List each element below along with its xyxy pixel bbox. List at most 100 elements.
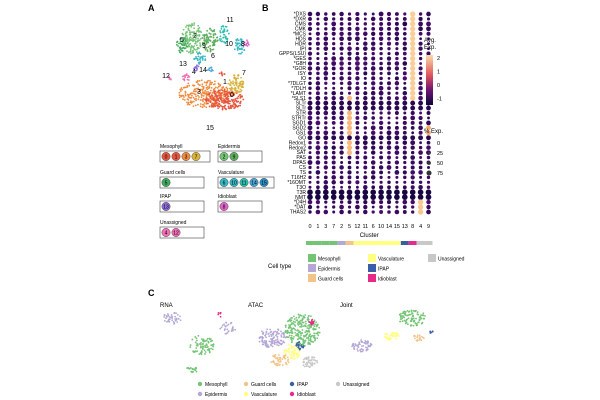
cell-point [185,31,188,34]
dot-6-9 [427,42,430,46]
cluster-label-15: 15 [206,125,214,132]
cell-point [176,313,179,316]
dot-30-10 [379,161,383,164]
dot-32-15 [394,170,400,175]
cell-point [318,331,321,334]
cell-point [215,91,218,94]
dot-37-6 [370,194,377,200]
cell-point [306,319,309,321]
cell-point [183,99,186,101]
group-dot-label-6: 6 [223,180,226,186]
dot-29-11 [363,155,368,160]
cell-point [417,313,420,316]
avg-exp-tick-1: 1 [437,70,440,76]
cell-point [174,315,177,318]
cell-point [241,96,243,98]
dot-15-7 [332,86,336,90]
cell-point [317,334,320,337]
dot-40-4 [417,209,424,215]
cell-point [181,47,184,50]
dot-20-8 [410,110,415,116]
cell-point [205,343,208,346]
cell-point [287,320,289,323]
dot-34-7 [331,180,336,185]
group-dot-label-10: 10 [231,180,237,186]
cell-point [298,354,300,356]
cell-point [201,98,204,101]
cell-point [278,354,280,356]
dot-5-8 [410,36,416,42]
cell-point [188,84,191,87]
cell-point [277,344,280,347]
cell-point [298,350,300,353]
dot-7-15 [395,47,399,51]
dot-11-12 [355,66,360,71]
dot-39-9 [426,204,431,210]
dot-24-4 [418,130,423,135]
cell-point [202,100,204,103]
cell-point [197,37,199,40]
cell-point [217,97,220,100]
cell-point [186,42,189,45]
dot-14-10 [379,81,383,86]
cell-point [196,57,199,60]
umap-c-legend-dot-1 [197,391,203,397]
cell-point [196,65,198,67]
dot-19-11 [362,105,368,111]
cluster-label-13: 13 [179,61,187,68]
cell-point [185,74,188,77]
cluster-10-points [233,38,246,55]
dot-12-8 [410,70,416,77]
joint-guard [413,334,425,342]
cell-point [206,49,209,51]
cell-point [393,332,395,335]
cell-point [176,41,178,44]
cell-point [194,341,197,344]
cell-point [298,320,301,323]
dot-37-5 [346,194,353,200]
cell-point [194,90,197,93]
cell-point [213,39,215,42]
dot-30-11 [363,160,368,165]
cell-point [190,24,193,27]
cell-point [306,330,309,333]
dot-37-11 [362,194,369,200]
dot-26-12 [355,140,360,145]
group-box-3 [217,176,275,189]
cell-type-bar-3 [329,241,338,245]
cell-point [189,24,192,27]
dot-13-11 [363,76,367,80]
cell-point [397,335,400,337]
cell-point [227,105,230,108]
cell-point [212,33,215,36]
dot-13-2 [339,76,344,81]
gene-label-16: *LAMT [291,91,306,97]
dot-28-2 [339,150,344,155]
cell-point [205,91,208,93]
dot-34-14 [387,180,391,185]
dot-20-11 [363,111,367,115]
dot-31-0 [308,165,312,170]
cell-point [194,38,197,40]
cell-type-label-1: Epidermis [318,267,341,273]
cell-point [202,97,205,100]
cell-point [418,334,421,337]
dot-35-4 [418,184,423,190]
group-dot-label-2: 2 [223,154,226,160]
dot-39-3 [324,205,328,209]
dot-36-1 [315,189,321,196]
cell-point [190,52,192,55]
cell-point [192,105,195,108]
dot-40-12 [355,210,360,214]
cell-point [231,87,234,90]
cell-point [237,77,240,80]
cell-point [228,79,231,81]
cell-point [194,48,197,51]
cell-point [190,96,193,99]
cell-point [297,352,300,355]
cell-point [240,89,243,92]
cell-point [225,97,227,100]
cell-point [262,341,265,344]
cell-point [360,339,363,342]
dot-15-8 [410,85,416,91]
